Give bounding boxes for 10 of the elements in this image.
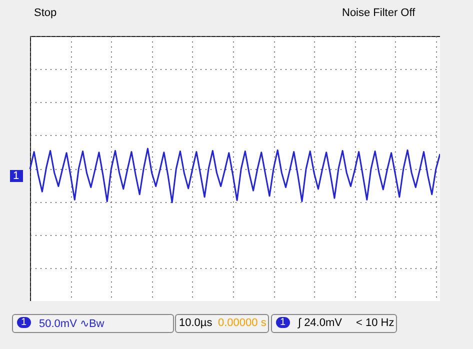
text: 1: [17, 317, 31, 328]
text: 1: [276, 317, 290, 328]
series-label: 1: [10, 170, 24, 182]
text: ∫ 24.0mV: [298, 317, 342, 329]
text: < 10 Hz: [356, 317, 394, 329]
text: 50.0mV ∿Bw: [39, 317, 104, 330]
text: Stop: [34, 7, 57, 19]
text: Noise Filter Off: [342, 7, 416, 19]
text: 10.0µs: [179, 317, 212, 329]
text: 0.00000 s: [218, 317, 266, 329]
